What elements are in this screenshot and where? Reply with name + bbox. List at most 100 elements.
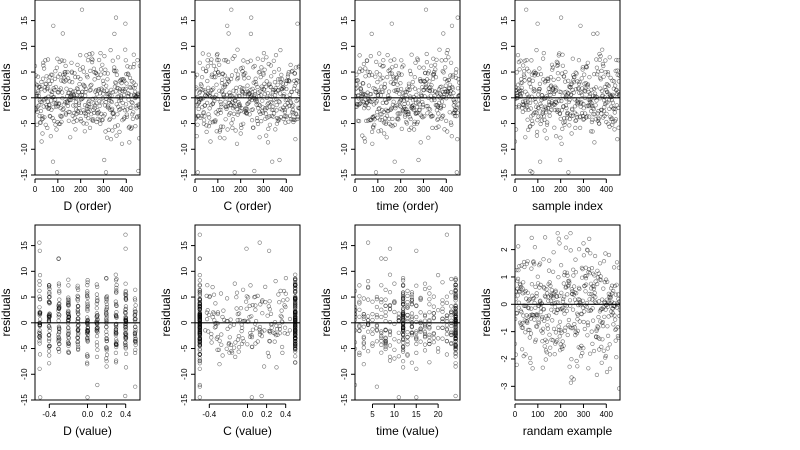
data-point	[556, 275, 561, 280]
data-point	[63, 70, 68, 75]
data-point	[276, 67, 282, 72]
data-point	[559, 141, 564, 146]
data-point	[557, 111, 563, 116]
data-point	[66, 318, 71, 323]
data-point	[240, 65, 245, 70]
data-point	[202, 114, 207, 119]
data-point	[94, 292, 99, 297]
data-point	[275, 82, 280, 87]
data-point	[379, 112, 384, 117]
data-point	[529, 282, 535, 287]
y-axis-label: residuals	[0, 63, 13, 111]
data-point	[517, 264, 522, 269]
data-point	[215, 51, 220, 57]
y-tick-label: -5	[20, 119, 29, 127]
data-point	[293, 111, 298, 116]
data-point	[600, 337, 605, 342]
data-point	[256, 70, 262, 75]
data-point	[412, 127, 417, 132]
data-point	[381, 63, 386, 69]
data-point	[51, 86, 56, 91]
data-point	[113, 89, 118, 94]
data-point	[370, 141, 375, 146]
data-point	[83, 86, 89, 91]
data-point	[387, 328, 393, 334]
data-point	[602, 314, 607, 319]
x-tick-label: 0.2	[261, 410, 273, 419]
data-point	[565, 284, 571, 289]
data-point	[234, 306, 239, 311]
data-point	[288, 62, 293, 68]
data-point	[234, 290, 240, 295]
data-point	[586, 308, 591, 313]
data-point	[73, 127, 78, 132]
data-point	[598, 278, 604, 283]
data-point	[431, 316, 436, 321]
data-point	[385, 74, 390, 80]
data-point	[368, 91, 374, 97]
data-point	[102, 53, 107, 59]
data-point	[249, 395, 254, 400]
y-tick-label: 5	[20, 69, 29, 74]
data-point	[278, 91, 283, 96]
data-point	[56, 305, 62, 310]
data-point	[244, 111, 249, 116]
data-point	[239, 122, 244, 127]
data-point	[103, 67, 108, 72]
data-point	[534, 110, 539, 115]
data-point	[602, 104, 607, 110]
data-point	[37, 305, 42, 310]
data-point	[589, 119, 595, 125]
data-point	[262, 328, 267, 333]
data-point	[207, 106, 212, 111]
data-point	[228, 324, 233, 329]
data-point	[562, 311, 567, 316]
data-point	[56, 318, 61, 323]
data-point	[595, 324, 600, 329]
data-point	[423, 81, 428, 87]
data-point	[279, 314, 284, 319]
data-point	[543, 107, 548, 112]
data-point	[226, 31, 231, 36]
x-tick-label: 200	[554, 410, 568, 419]
data-point	[51, 23, 56, 28]
data-point	[579, 110, 585, 116]
data-point	[46, 283, 52, 288]
data-point	[234, 89, 239, 94]
data-point	[518, 282, 523, 288]
data-point	[293, 277, 298, 282]
data-point	[293, 335, 298, 340]
data-point	[133, 319, 138, 324]
data-point	[43, 58, 48, 63]
data-point	[580, 67, 585, 72]
data-point	[135, 58, 140, 63]
data-point	[380, 100, 385, 105]
data-point	[264, 79, 269, 84]
data-point	[247, 112, 252, 117]
data-point	[123, 102, 129, 107]
data-point	[66, 283, 71, 288]
data-point	[84, 121, 89, 126]
data-point	[225, 326, 230, 332]
data-point	[522, 264, 527, 270]
data-point	[48, 134, 53, 139]
data-point	[427, 334, 432, 339]
data-point	[599, 360, 604, 365]
data-point	[613, 83, 618, 88]
data-point	[283, 325, 288, 330]
data-point	[54, 170, 60, 175]
data-point	[420, 99, 425, 105]
data-point	[85, 352, 90, 357]
data-point	[95, 327, 100, 332]
data-point	[449, 341, 454, 347]
data-point	[237, 311, 242, 316]
data-point	[94, 340, 99, 345]
data-point	[282, 92, 287, 97]
data-point	[399, 126, 404, 131]
data-point	[443, 57, 448, 63]
data-point	[201, 110, 206, 115]
data-point	[242, 86, 247, 91]
data-point	[90, 51, 95, 56]
data-point	[77, 105, 82, 111]
